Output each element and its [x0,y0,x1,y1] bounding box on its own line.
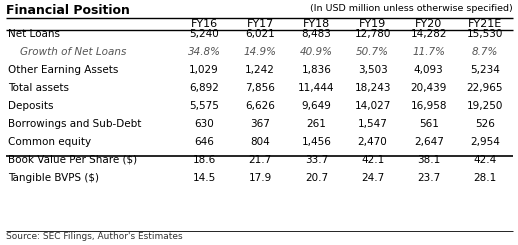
Text: FY21E: FY21E [468,19,502,29]
Text: 630: 630 [194,119,214,129]
Text: 2,470: 2,470 [358,137,387,147]
Text: 1,836: 1,836 [301,65,332,74]
Text: 1,547: 1,547 [357,119,387,129]
Text: 7,856: 7,856 [246,83,275,93]
Text: 19,250: 19,250 [467,101,503,110]
Text: Book Value Per Share ($): Book Value Per Share ($) [8,155,137,165]
Text: 6,626: 6,626 [246,101,275,110]
Text: 24.7: 24.7 [361,172,384,183]
Text: FY20: FY20 [415,19,442,29]
Text: 21.7: 21.7 [249,155,272,165]
Text: FY17: FY17 [247,19,274,29]
Text: 23.7: 23.7 [417,172,440,183]
Text: Deposits: Deposits [8,101,53,110]
Text: 646: 646 [194,137,214,147]
Text: 38.1: 38.1 [417,155,440,165]
Text: 5,240: 5,240 [189,29,219,39]
Text: 8.7%: 8.7% [472,47,498,57]
Text: 20,439: 20,439 [411,83,447,93]
Text: 17.9: 17.9 [249,172,272,183]
Text: 1,242: 1,242 [246,65,275,74]
Text: 14,027: 14,027 [354,101,391,110]
Text: 11.7%: 11.7% [412,47,445,57]
Text: 2,647: 2,647 [414,137,444,147]
Text: 33.7: 33.7 [305,155,328,165]
Text: 12,780: 12,780 [354,29,391,39]
Text: 11,444: 11,444 [298,83,335,93]
Text: Total assets: Total assets [8,83,69,93]
Text: Growth of Net Loans: Growth of Net Loans [20,47,126,57]
Text: Other Earning Assets: Other Earning Assets [8,65,119,74]
Text: 6,892: 6,892 [189,83,219,93]
Text: FY19: FY19 [359,19,386,29]
Text: 28.1: 28.1 [473,172,497,183]
Text: 5,575: 5,575 [189,101,219,110]
Text: 16,958: 16,958 [410,101,447,110]
Text: FY18: FY18 [303,19,330,29]
Text: 367: 367 [250,119,270,129]
Text: Source: SEC Filings, Author's Estimates: Source: SEC Filings, Author's Estimates [6,232,183,241]
Text: Net Loans: Net Loans [8,29,60,39]
Text: 526: 526 [475,119,495,129]
Text: 18,243: 18,243 [354,83,391,93]
Text: 804: 804 [250,137,270,147]
Text: 3,503: 3,503 [358,65,387,74]
Text: Tangible BVPS ($): Tangible BVPS ($) [8,172,99,183]
Text: 22,965: 22,965 [467,83,503,93]
Text: 261: 261 [307,119,326,129]
Text: Financial Position: Financial Position [6,4,130,17]
Text: 8,483: 8,483 [301,29,332,39]
Text: 6,021: 6,021 [246,29,275,39]
Text: 34.8%: 34.8% [188,47,221,57]
Text: 20.7: 20.7 [305,172,328,183]
Text: Common equity: Common equity [8,137,91,147]
Text: 18.6: 18.6 [193,155,215,165]
Text: 15,530: 15,530 [467,29,503,39]
Text: 42.4: 42.4 [473,155,497,165]
Text: 2,954: 2,954 [470,137,500,147]
Text: 9,649: 9,649 [301,101,332,110]
Text: 1,456: 1,456 [301,137,332,147]
Text: 42.1: 42.1 [361,155,384,165]
Text: 40.9%: 40.9% [300,47,333,57]
Text: 50.7%: 50.7% [356,47,389,57]
Text: 1,029: 1,029 [189,65,219,74]
Text: 561: 561 [419,119,439,129]
Text: (In USD million unless otherwise specified): (In USD million unless otherwise specifi… [310,4,513,13]
Text: 14.9%: 14.9% [244,47,277,57]
Text: 5,234: 5,234 [470,65,500,74]
Text: 4,093: 4,093 [414,65,443,74]
Text: 14,282: 14,282 [410,29,447,39]
Text: Borrowings and Sub-Debt: Borrowings and Sub-Debt [8,119,141,129]
Text: 14.5: 14.5 [193,172,215,183]
Text: FY16: FY16 [191,19,218,29]
